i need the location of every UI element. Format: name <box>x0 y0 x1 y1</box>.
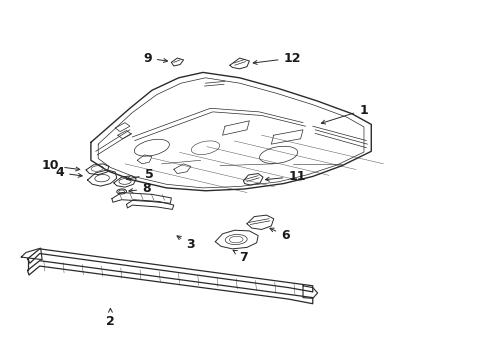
Text: 7: 7 <box>233 250 248 264</box>
Text: 10: 10 <box>41 159 80 172</box>
Text: 8: 8 <box>129 183 150 195</box>
Text: 1: 1 <box>321 104 367 124</box>
Text: 9: 9 <box>143 51 167 64</box>
Text: 2: 2 <box>106 309 115 328</box>
Text: 6: 6 <box>269 228 289 242</box>
Text: 11: 11 <box>265 170 305 183</box>
Text: 3: 3 <box>177 236 194 251</box>
Text: 5: 5 <box>126 168 153 181</box>
Text: 4: 4 <box>55 166 82 179</box>
Text: 12: 12 <box>253 51 301 64</box>
